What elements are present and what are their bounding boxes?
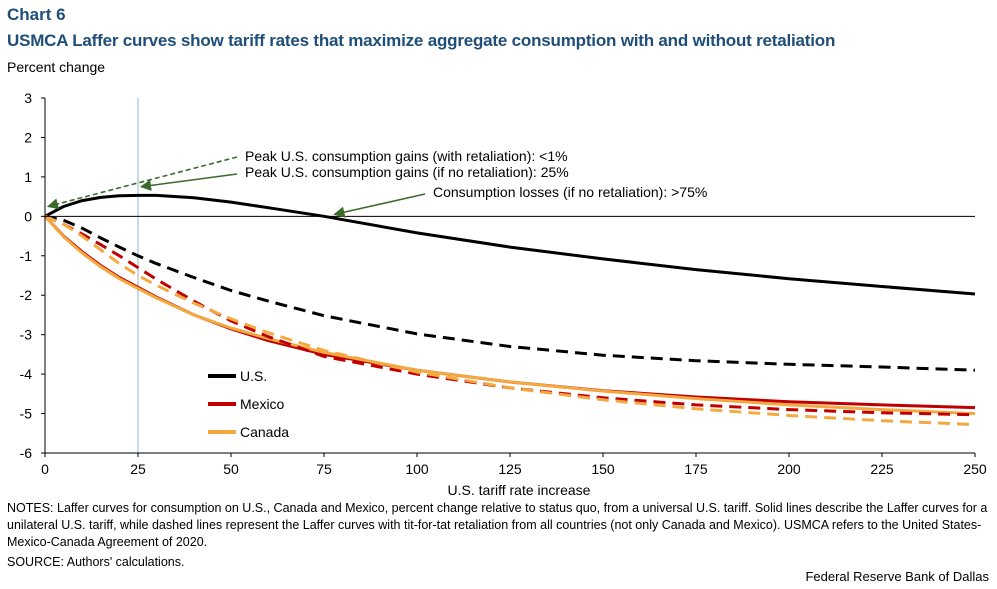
annotation-label: Peak U.S. consumption gains (if no retal… bbox=[245, 164, 569, 180]
annotation-arrow bbox=[139, 173, 238, 191]
x-tick-label: 150 bbox=[591, 461, 615, 477]
series-line-u-s-retaliation bbox=[44, 214, 976, 372]
x-axis-label: U.S. tariff rate increase bbox=[448, 482, 591, 498]
y-tick-label: 1 bbox=[24, 169, 32, 185]
chart-source: SOURCE: Authors' calculations. bbox=[7, 555, 185, 569]
y-tick-label: 3 bbox=[24, 90, 32, 106]
x-tick-label: 75 bbox=[316, 461, 332, 477]
x-tick-label: 100 bbox=[405, 461, 429, 477]
y-unit-label: Percent change bbox=[7, 59, 106, 75]
y-tick-label: 0 bbox=[24, 208, 32, 224]
y-tick-label: -2 bbox=[20, 287, 33, 303]
x-tick-label: 175 bbox=[684, 461, 708, 477]
x-tick-label: 250 bbox=[963, 461, 987, 477]
y-tick-label: -5 bbox=[20, 406, 33, 422]
legend-label-canada: Canada bbox=[240, 424, 289, 440]
x-tick-label: 25 bbox=[130, 461, 146, 477]
series-line-u-s bbox=[44, 193, 976, 296]
publisher-credit: Federal Reserve Bank of Dallas bbox=[805, 569, 989, 584]
chart-title: USMCA Laffer curves show tariff rates th… bbox=[7, 31, 836, 50]
y-tick-label: -1 bbox=[20, 248, 33, 264]
x-tick-label: 0 bbox=[41, 461, 49, 477]
annotation-label: Peak U.S. consumption gains (with retali… bbox=[245, 148, 568, 164]
x-tick-label: 225 bbox=[870, 461, 894, 477]
x-tick-label: 200 bbox=[777, 461, 801, 477]
y-tick-label: -4 bbox=[20, 366, 33, 382]
laffer-chart: 3 2 1 0 -1 -2 -3 -4 -5 -6 0 25 50 75 100 125 150 175 200 22… bbox=[20, 90, 987, 498]
y-tick-label: 2 bbox=[24, 129, 32, 145]
chart-number: Chart 6 bbox=[7, 5, 66, 24]
legend-label-u-s: U.S. bbox=[240, 368, 267, 384]
annotation-arrow bbox=[333, 193, 426, 218]
legend-label-mexico: Mexico bbox=[240, 396, 285, 412]
series-line-mexico-retaliation bbox=[44, 214, 976, 417]
series-line-canada bbox=[43, 215, 976, 416]
y-tick-label: -3 bbox=[20, 327, 33, 343]
annotation-label: Consumption losses (if no retaliation): … bbox=[433, 184, 707, 200]
x-tick-label: 50 bbox=[223, 461, 239, 477]
chart-notes: NOTES: Laffer curves for consumption on … bbox=[7, 501, 988, 549]
y-tick-label: -6 bbox=[20, 445, 33, 461]
x-tick-label: 125 bbox=[498, 461, 522, 477]
series-line-canada-retaliation bbox=[44, 214, 976, 427]
